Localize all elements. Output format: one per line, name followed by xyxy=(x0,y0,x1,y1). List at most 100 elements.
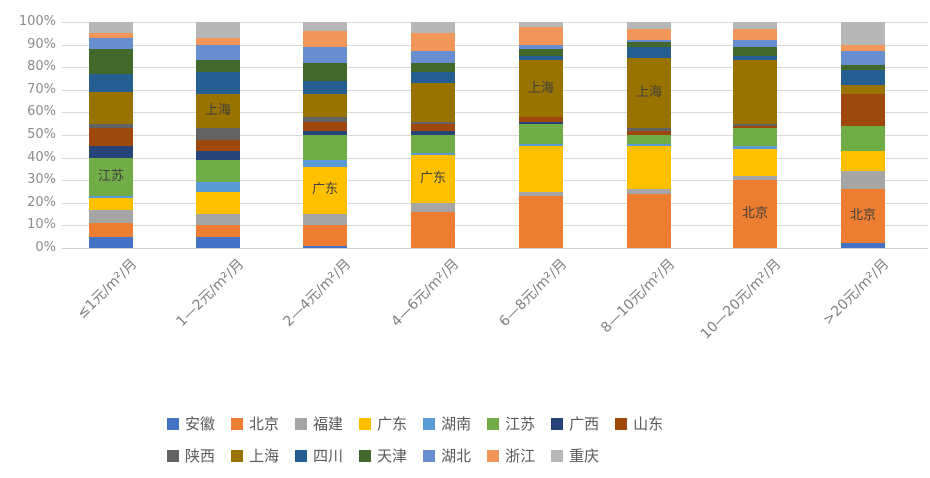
bar-segment xyxy=(733,148,777,176)
bar-segment xyxy=(841,85,885,95)
legend-swatch xyxy=(231,450,244,462)
legend-item: 天津 xyxy=(359,447,407,465)
bar-segment xyxy=(196,182,240,192)
legend-label: 浙江 xyxy=(505,447,536,465)
bar-segment xyxy=(411,62,455,72)
bar-segment xyxy=(519,26,563,45)
legend-label: 广西 xyxy=(569,415,600,433)
bar-segment xyxy=(196,214,240,226)
bar-data-label: 上海 xyxy=(527,81,554,96)
bar-segment xyxy=(89,123,133,129)
legend-swatch xyxy=(167,418,179,430)
bar-column xyxy=(196,22,240,248)
bar-segment xyxy=(303,214,347,226)
bar-segment xyxy=(627,193,671,248)
bar-segment xyxy=(841,51,885,65)
bar-column xyxy=(411,22,455,248)
y-axis-label: 50% xyxy=(27,127,56,142)
bar-segment xyxy=(411,121,455,124)
legend-swatch xyxy=(423,418,436,430)
bar-segment xyxy=(841,150,885,172)
bar-segment xyxy=(196,236,240,248)
bar-segment xyxy=(841,65,885,70)
y-axis-label: 70% xyxy=(27,82,56,97)
bar-segment xyxy=(89,49,133,75)
bar-segment xyxy=(89,37,133,50)
y-axis-label: 40% xyxy=(27,150,56,165)
legend-label: 湖北 xyxy=(441,447,472,465)
bar-segment xyxy=(733,180,777,248)
bar-segment xyxy=(411,155,455,203)
bar-segment xyxy=(89,74,133,93)
legend-item: 江苏 xyxy=(487,415,535,433)
legend-swatch xyxy=(551,418,564,430)
bar-segment xyxy=(733,123,777,126)
bar-segment xyxy=(411,130,455,136)
bar-segment xyxy=(841,171,885,190)
bar-segment xyxy=(519,196,563,248)
x-axis-label: 1—2元/m²/月 xyxy=(173,256,248,330)
legend-swatch xyxy=(487,418,500,430)
legend-item: 广西 xyxy=(551,415,599,433)
gridline xyxy=(62,67,928,68)
bar-segment xyxy=(841,94,885,126)
bar-segment xyxy=(89,128,133,147)
bar-segment xyxy=(303,166,347,215)
bar-segment xyxy=(733,40,777,47)
bar-data-label: 北京 xyxy=(741,206,768,221)
bar-segment xyxy=(627,40,671,43)
bar-segment xyxy=(627,42,671,47)
bar-segment xyxy=(303,94,347,117)
legend-row-2: 陕西 上海 四川 天津 湖北 浙江 重庆 xyxy=(167,445,679,467)
bar-segment xyxy=(196,191,240,215)
legend-label: 北京 xyxy=(249,415,280,433)
bar-segment xyxy=(519,144,563,147)
legend-item: 北京 xyxy=(231,415,279,433)
bar-segment xyxy=(519,116,563,122)
legend-item: 福建 xyxy=(295,415,343,433)
x-axis-label: 10—20元/m²/月 xyxy=(697,256,785,343)
bar-segment xyxy=(303,245,347,248)
bar-segment xyxy=(89,92,133,124)
legend-item: 陕西 xyxy=(167,447,215,465)
bar-segment xyxy=(196,22,240,38)
bar-segment xyxy=(196,159,240,183)
bar-segment xyxy=(303,62,347,81)
legend-item: 重庆 xyxy=(551,447,599,465)
legend-swatch xyxy=(359,418,372,430)
bar-segment xyxy=(411,51,455,63)
bar-segment xyxy=(519,121,563,124)
bar-column xyxy=(733,22,777,248)
bar-segment xyxy=(519,191,563,197)
bar-segment xyxy=(411,71,455,84)
x-axis-line xyxy=(62,248,928,249)
legend-swatch xyxy=(551,450,564,462)
bar-data-label: 广东 xyxy=(419,171,446,186)
bar-segment xyxy=(303,135,347,160)
bar-segment xyxy=(733,126,777,129)
bar-column xyxy=(89,22,133,248)
bar-segment xyxy=(733,46,777,56)
bar-segment xyxy=(519,146,563,192)
x-axis-label: >20元/m²/月 xyxy=(820,256,893,329)
bar-segment xyxy=(411,33,455,52)
bar-segment xyxy=(196,94,240,129)
bar-column xyxy=(841,22,885,248)
gridline xyxy=(62,135,928,136)
bar-segment xyxy=(89,157,133,197)
legend-label: 四川 xyxy=(313,447,344,465)
bar-data-label: 上海 xyxy=(204,103,231,118)
bar-segment xyxy=(303,116,347,122)
bar-segment xyxy=(89,198,133,210)
y-axis-label: 60% xyxy=(27,104,56,119)
y-axis-label: 0% xyxy=(35,240,56,255)
y-axis-label: 20% xyxy=(27,195,56,210)
legend-swatch xyxy=(167,450,179,462)
bar-segment xyxy=(196,44,240,61)
legend-swatch xyxy=(615,418,628,430)
bar-data-label: 江苏 xyxy=(97,169,124,184)
bar-segment xyxy=(733,55,777,61)
bar-segment xyxy=(841,44,885,52)
bar-segment xyxy=(519,44,563,50)
bar-segment xyxy=(519,123,563,145)
